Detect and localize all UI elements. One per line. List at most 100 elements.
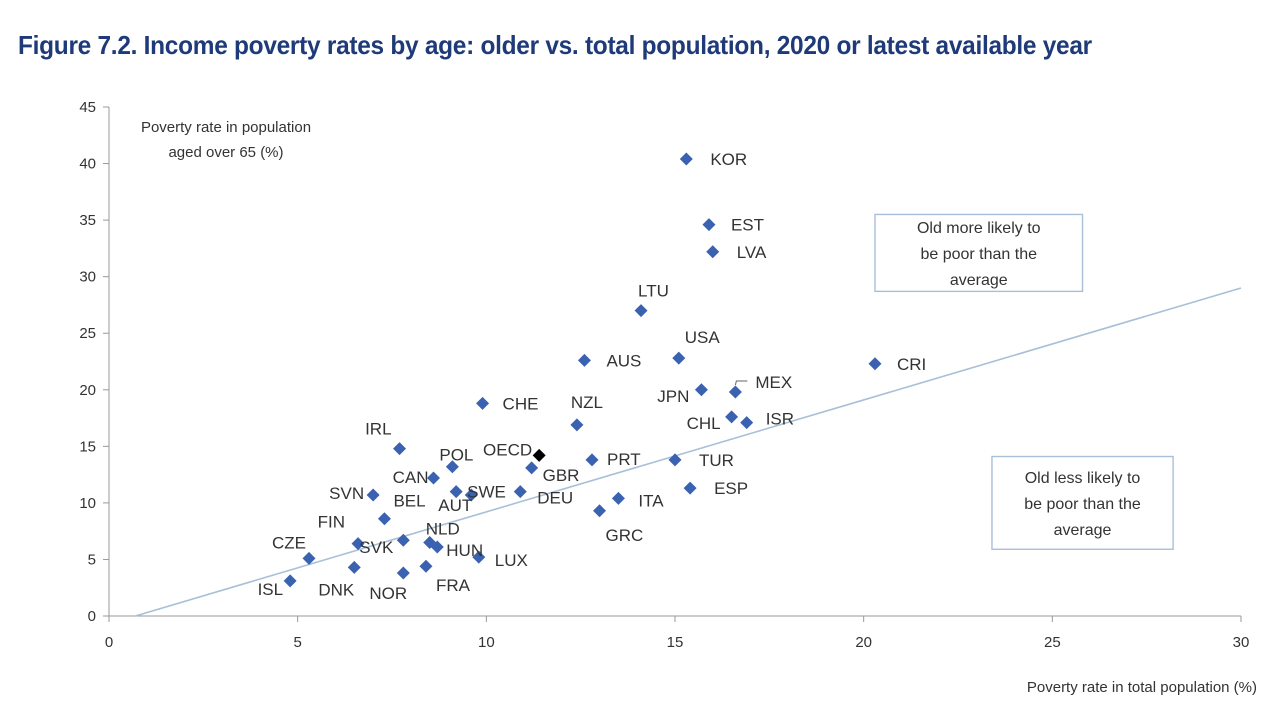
y-tick-label: 15 [79, 438, 96, 455]
x-tick-label: 0 [105, 634, 113, 651]
data-label-jpn: JPN [657, 387, 689, 406]
data-label-che: CHE [503, 394, 539, 413]
data-label-deu: DEU [537, 489, 573, 508]
data-point-kor [679, 152, 693, 166]
data-label-oecd: OECD [483, 440, 532, 459]
data-point-swe [449, 485, 463, 499]
data-point-pol [445, 460, 459, 474]
data-label-nld: NLD [426, 519, 460, 538]
data-point-svk [396, 533, 410, 547]
data-point-isr [740, 416, 754, 430]
data-point-chl [725, 410, 739, 424]
y-tick-label: 45 [79, 99, 96, 116]
data-label-bel: BEL [393, 492, 425, 511]
annotation-box [991, 455, 1174, 550]
x-tick-label: 5 [293, 634, 301, 651]
data-label-swe: SWE [467, 483, 506, 502]
annotation-boxes: Old more likely to be poor than the averag… [874, 213, 1174, 550]
data-point-dnk [347, 560, 361, 574]
data-point-nor [396, 566, 410, 580]
data-point-esp [683, 481, 697, 495]
x-tick-label: 15 [667, 634, 684, 651]
data-label-lva: LVA [737, 243, 767, 262]
data-label-gbr: GBR [543, 466, 580, 485]
x-tick-label: 25 [1044, 634, 1061, 651]
data-point-aut [464, 488, 478, 502]
data-point-ltu [634, 304, 648, 318]
data-point-fra [419, 559, 433, 573]
data-point-che [476, 396, 490, 410]
data-label-est: EST [731, 216, 764, 235]
data-label-cze: CZE [272, 533, 306, 552]
data-label-nor: NOR [369, 584, 407, 603]
data-point-hun [430, 540, 444, 554]
y-tick-label: 10 [79, 495, 96, 512]
x-axis-title: Poverty rate in total population (%) [1027, 679, 1257, 696]
data-point-bel [377, 512, 391, 526]
data-label-irl: IRL [365, 420, 391, 439]
y-axis-title-line: Poverty rate in population [141, 119, 311, 136]
data-label-fra: FRA [436, 576, 471, 595]
data-point-cze [302, 551, 316, 565]
annotation-box [874, 213, 1084, 293]
data-point-cri [868, 357, 882, 371]
data-point-svn [366, 488, 380, 502]
y-tick-label: 20 [79, 382, 96, 399]
data-point-lux [472, 550, 486, 564]
data-point-ita [611, 491, 625, 505]
y-axis-ticks: 0 5 10 15 20 25 30 35 40 45 [79, 99, 109, 625]
annotation-text: be poor than the [920, 246, 1037, 263]
data-label-mex: MEX [755, 373, 792, 392]
x-tick-label: 10 [478, 634, 495, 651]
data-label-dnk: DNK [318, 580, 355, 599]
annotation-text: Old more likely to [917, 220, 1041, 237]
data-label-tur: TUR [699, 451, 734, 470]
data-point-deu [513, 485, 527, 499]
y-tick-label: 25 [79, 325, 96, 342]
data-label-isr: ISR [766, 410, 794, 429]
x-tick-label: 20 [855, 634, 872, 651]
data-point-nzl [570, 418, 584, 432]
data-label-prt: PRT [607, 450, 641, 469]
data-point-aus [577, 353, 591, 367]
y-tick-label: 30 [79, 269, 96, 286]
annotation-text: average [1054, 522, 1112, 539]
data-label-nzl: NZL [571, 393, 603, 412]
y-tick-label: 35 [79, 212, 96, 229]
annotation-text: Old less likely to [1025, 470, 1141, 487]
data-label-chl: CHL [687, 414, 721, 433]
data-label-isl: ISL [258, 580, 284, 599]
y-tick-label: 40 [79, 156, 96, 173]
data-label-can: CAN [393, 468, 429, 487]
data-point-jpn [694, 383, 708, 397]
data-label-hun: HUN [446, 541, 483, 560]
data-label-fin: FIN [318, 513, 345, 532]
x-tick-label: 30 [1233, 634, 1250, 651]
data-labels: KOR EST LVA LTU USA AUS CRI MEX JPN CHE NZL CHL ISR I… [258, 150, 927, 603]
data-point-oecd [532, 448, 546, 462]
data-label-ltu: LTU [638, 282, 669, 301]
data-label-grc: GRC [606, 526, 644, 545]
data-label-usa: USA [685, 328, 721, 347]
data-point-grc [593, 504, 607, 518]
data-label-esp: ESP [714, 479, 748, 498]
data-point-est [702, 218, 716, 232]
data-points [283, 152, 882, 588]
mex-leader-line [734, 380, 748, 386]
data-point-prt [585, 453, 599, 467]
data-point-gbr [525, 461, 539, 475]
data-point-lva [706, 245, 720, 259]
y-axis-title-line: aged over 65 (%) [168, 144, 283, 161]
y-tick-label: 5 [88, 551, 96, 568]
data-label-aus: AUS [606, 351, 641, 370]
reference-line [135, 287, 1242, 617]
annotation-text: average [950, 272, 1008, 289]
data-point-mex [728, 385, 742, 399]
data-point-irl [393, 442, 407, 456]
data-label-cri: CRI [897, 355, 926, 374]
data-label-svk: SVK [359, 538, 394, 557]
data-label-lux: LUX [495, 551, 528, 570]
x-axis-ticks: 0 5 10 15 20 25 30 [105, 616, 1250, 651]
